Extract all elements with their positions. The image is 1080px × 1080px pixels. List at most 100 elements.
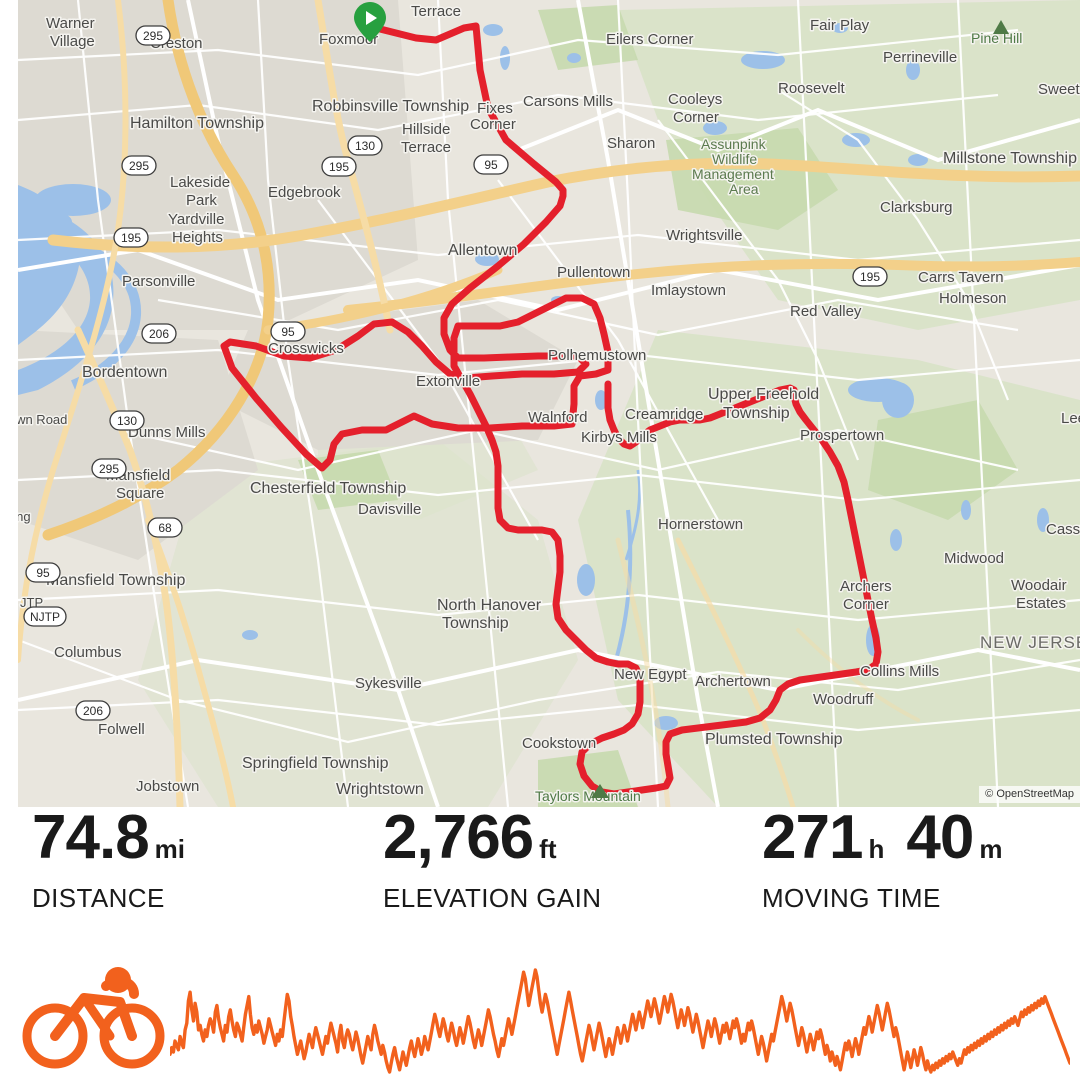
map-label: Township bbox=[723, 405, 790, 422]
svg-text:95: 95 bbox=[484, 158, 498, 172]
stat-distance-value: 74.8 bbox=[32, 803, 150, 872]
map-label: Millstone Township bbox=[943, 150, 1077, 167]
map-label: Clarksburg bbox=[880, 199, 953, 216]
map-label: Woodruff bbox=[813, 691, 874, 708]
map-label: Cookstown bbox=[522, 735, 596, 752]
stats-row: 74.8 mi DISTANCE 2,766 ft ELEVATION GAIN… bbox=[0, 807, 1080, 957]
stat-time-label: MOVING TIME bbox=[762, 883, 941, 913]
stat-distance-label: DISTANCE bbox=[32, 883, 165, 913]
stat-elevation-value-row: 2,766 ft bbox=[383, 807, 601, 869]
stat-distance: 74.8 mi DISTANCE bbox=[32, 807, 185, 914]
road-shield: 206 bbox=[141, 323, 177, 344]
stat-elevation-gain: 2,766 ft ELEVATION GAIN bbox=[383, 807, 601, 914]
svg-text:130: 130 bbox=[117, 414, 137, 428]
road-shield: 195 bbox=[321, 156, 357, 177]
map-label: Cassv bbox=[1046, 521, 1080, 538]
map-label: Archertown bbox=[695, 673, 771, 690]
road-shield: 295 bbox=[121, 155, 157, 176]
road-shield: NJTP bbox=[23, 606, 67, 627]
map-label: New Egypt bbox=[614, 666, 687, 683]
cycling-icon bbox=[22, 967, 165, 1069]
svg-text:95: 95 bbox=[36, 566, 50, 580]
gps-route bbox=[220, 22, 882, 798]
svg-text:195: 195 bbox=[329, 160, 349, 174]
map-label: Lakeside bbox=[170, 174, 230, 191]
road-shield: 95 bbox=[25, 562, 61, 583]
play-icon bbox=[366, 11, 377, 25]
svg-text:NJTP: NJTP bbox=[30, 610, 60, 624]
map-label: Wildlife bbox=[712, 151, 757, 167]
svg-text:295: 295 bbox=[129, 159, 149, 173]
map-label: Edgebrook bbox=[268, 184, 341, 201]
start-marker[interactable] bbox=[354, 2, 386, 42]
map-label: Carrs Tavern bbox=[918, 269, 1004, 286]
svg-text:295: 295 bbox=[99, 462, 119, 476]
map-label: ntown Road bbox=[18, 412, 67, 427]
map-label: Township bbox=[442, 615, 509, 632]
svg-text:130: 130 bbox=[355, 139, 375, 153]
map-label: Carsons Mills bbox=[523, 93, 613, 110]
road-shield: 68 bbox=[147, 517, 183, 538]
map-label: Heights bbox=[172, 229, 223, 246]
map-label: Kirbys Mills bbox=[581, 429, 657, 446]
map-label: Village bbox=[50, 33, 95, 50]
map-label: Area bbox=[729, 181, 759, 197]
stat-time-hours-value: 271 bbox=[762, 803, 863, 872]
map-label: Woodair bbox=[1011, 577, 1067, 594]
map-label: Eilers Corner bbox=[606, 31, 694, 48]
map-label: Terrace bbox=[401, 139, 451, 156]
map-label: Cooleys bbox=[668, 91, 722, 108]
stat-elevation-value: 2,766 bbox=[383, 803, 534, 872]
map-label: Fair Play bbox=[810, 17, 870, 34]
map-label: Plumsted Township bbox=[705, 731, 843, 748]
map-label: NEW JERSEY bbox=[980, 633, 1080, 652]
map-label: Red Valley bbox=[790, 303, 862, 320]
map-label: Lee bbox=[1061, 410, 1080, 427]
map-label: Warner bbox=[46, 15, 95, 32]
svg-text:195: 195 bbox=[121, 231, 141, 245]
map-label: Hamilton Township bbox=[130, 115, 264, 132]
map-attribution[interactable]: © OpenStreetMap bbox=[979, 786, 1080, 803]
svg-text:206: 206 bbox=[149, 327, 169, 341]
map-label: Columbus bbox=[54, 644, 122, 661]
map-label: Imlaystown bbox=[651, 282, 726, 299]
map-motorways bbox=[18, 0, 1080, 807]
map-label: Walnford bbox=[528, 409, 587, 426]
map-label: Holmeson bbox=[939, 290, 1007, 307]
stat-distance-value-row: 74.8 mi bbox=[32, 807, 185, 869]
road-shield: 295 bbox=[135, 25, 171, 46]
stat-elevation-unit: ft bbox=[539, 834, 557, 864]
map-label: Wrightstown bbox=[336, 781, 424, 798]
map-label: Corner bbox=[470, 116, 516, 133]
map-label: Midwood bbox=[944, 550, 1004, 567]
map-label: Terrace bbox=[411, 3, 461, 20]
map-label: Perrineville bbox=[883, 49, 957, 66]
map-label: Collins Mills bbox=[860, 663, 939, 680]
map-label: Roosevelt bbox=[778, 80, 846, 97]
svg-text:68: 68 bbox=[158, 521, 172, 535]
elevation-profile-chart[interactable] bbox=[170, 952, 1070, 1078]
stat-time-value-row: 271 h 40 m bbox=[762, 807, 1002, 869]
map-label: ding bbox=[18, 509, 31, 524]
map-label: Extonville bbox=[416, 373, 480, 390]
stat-time-hours-unit: h bbox=[868, 834, 885, 864]
svg-text:206: 206 bbox=[83, 704, 103, 718]
stat-time-minutes-value: 40 bbox=[906, 803, 974, 872]
map-label: Folwell bbox=[98, 721, 145, 738]
road-shield: 206 bbox=[75, 700, 111, 721]
svg-text:195: 195 bbox=[860, 270, 880, 284]
route-map[interactable]: Warner Village Creston Hamilton Township Lak… bbox=[18, 0, 1080, 807]
map-label: Yardville bbox=[168, 211, 224, 228]
map-label: Wrightsville bbox=[666, 227, 742, 244]
map-label: Pine Hill bbox=[971, 30, 1022, 46]
map-label: Park bbox=[186, 192, 217, 209]
road-shield: 95 bbox=[473, 154, 509, 175]
map-label: Pullentown bbox=[557, 264, 630, 281]
road-shield: 95 bbox=[270, 321, 306, 342]
elevation-series bbox=[170, 968, 1070, 1074]
map-label: Taylors Mountain bbox=[535, 788, 641, 804]
map-label: Parsonville bbox=[122, 273, 195, 290]
map-label: Chesterfield Township bbox=[250, 480, 406, 497]
svg-text:95: 95 bbox=[281, 325, 295, 339]
